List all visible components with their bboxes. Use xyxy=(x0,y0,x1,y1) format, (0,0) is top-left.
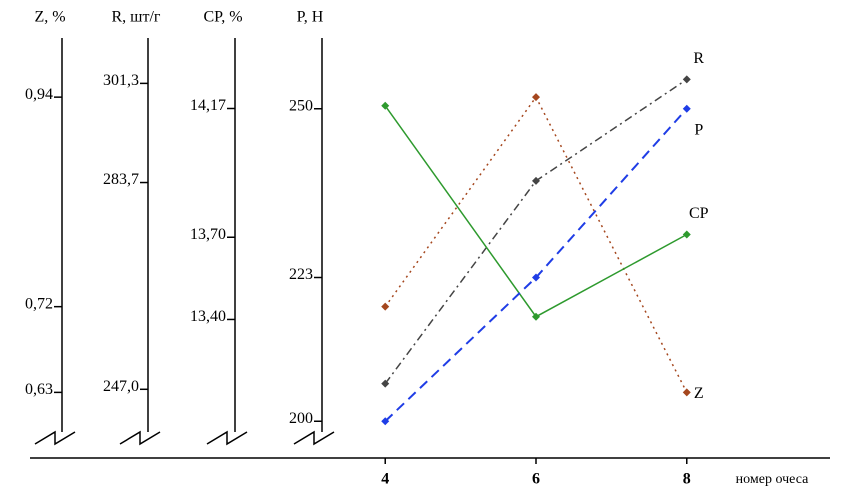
x-axis-label: номер очеса xyxy=(736,472,809,487)
series-label: P xyxy=(694,121,703,138)
series-label: CP xyxy=(689,205,709,222)
series-line xyxy=(384,95,688,393)
y-tick-label: 247,0 xyxy=(103,378,139,395)
data-point xyxy=(682,75,691,84)
y-axis-label: R, шт/г xyxy=(112,9,161,26)
y-tick-label: 200 xyxy=(289,410,313,427)
data-point xyxy=(381,302,390,311)
data-point xyxy=(682,104,691,113)
y-axis-label: P, H xyxy=(297,9,324,26)
y-tick-label: 0,94 xyxy=(25,86,53,103)
data-point xyxy=(532,93,540,102)
x-tick-label: 8 xyxy=(683,471,691,488)
data-point xyxy=(381,101,390,110)
series-label: Z xyxy=(694,385,704,402)
y-tick-label: 0,72 xyxy=(25,295,53,312)
y-tick-label: 301,3 xyxy=(103,72,139,89)
data-point xyxy=(682,388,691,397)
series-label: R xyxy=(693,50,704,67)
axis-breaks xyxy=(34,430,335,446)
data-point xyxy=(532,273,540,282)
y-tick-label: 13,70 xyxy=(190,226,226,243)
series-line xyxy=(384,78,688,385)
y-tick-label: 14,17 xyxy=(190,97,226,114)
y-tick-label: 283,7 xyxy=(103,171,139,188)
y-tick-label: 250 xyxy=(289,97,313,114)
data-point xyxy=(532,312,540,321)
data-point xyxy=(381,417,390,426)
x-tick-label: 4 xyxy=(381,471,389,488)
series-line xyxy=(384,105,688,318)
y-axis-label: CP, % xyxy=(203,9,242,26)
y-tick-label: 0,63 xyxy=(25,381,53,398)
y-tick-label: 13,40 xyxy=(190,308,226,325)
data-point xyxy=(381,379,390,388)
y-tick-label: 223 xyxy=(289,266,313,283)
data-point xyxy=(532,176,540,185)
data-point xyxy=(682,230,691,239)
x-tick-label: 6 xyxy=(532,471,540,488)
series-line xyxy=(384,108,688,422)
y-axis-label: Z, % xyxy=(34,9,65,26)
